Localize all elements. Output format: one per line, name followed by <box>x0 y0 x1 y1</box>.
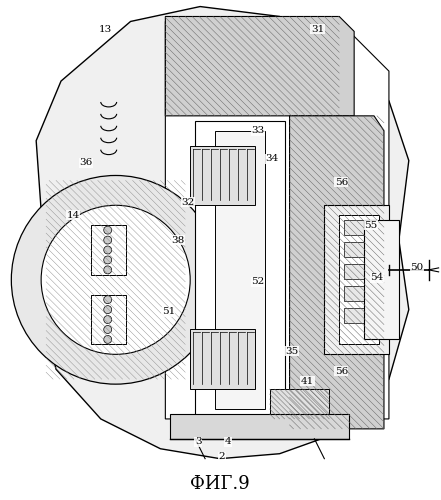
Bar <box>190 330 255 389</box>
Circle shape <box>41 206 190 354</box>
Circle shape <box>104 246 112 254</box>
Text: 56: 56 <box>335 178 348 187</box>
Polygon shape <box>165 16 354 116</box>
Bar <box>339 215 379 344</box>
Text: 38: 38 <box>172 236 185 244</box>
Text: 2: 2 <box>219 452 225 461</box>
Bar <box>344 286 374 300</box>
Text: 51: 51 <box>162 307 175 316</box>
Text: 13: 13 <box>99 25 112 34</box>
Text: 3: 3 <box>195 438 202 446</box>
Bar <box>91 225 126 275</box>
Text: 56: 56 <box>335 366 348 376</box>
Text: 41: 41 <box>301 376 314 386</box>
Bar <box>190 146 255 206</box>
Bar <box>344 220 374 235</box>
Circle shape <box>104 256 112 264</box>
Text: 36: 36 <box>79 158 93 167</box>
Text: 54: 54 <box>370 274 384 282</box>
Text: 14: 14 <box>66 210 79 220</box>
Bar <box>344 308 374 322</box>
Bar <box>344 264 374 279</box>
Circle shape <box>104 316 112 324</box>
Bar <box>91 294 126 344</box>
Circle shape <box>104 236 112 244</box>
Circle shape <box>104 266 112 274</box>
Text: 50: 50 <box>410 264 423 272</box>
Circle shape <box>11 176 220 384</box>
Text: 33: 33 <box>251 126 265 136</box>
Circle shape <box>104 326 112 334</box>
Text: 31: 31 <box>311 25 324 34</box>
Polygon shape <box>290 116 384 429</box>
Bar <box>270 389 329 419</box>
Text: 55: 55 <box>364 220 377 230</box>
Text: 34: 34 <box>265 154 278 163</box>
Polygon shape <box>165 22 389 419</box>
Text: 32: 32 <box>182 198 195 207</box>
Bar <box>364 220 399 340</box>
Bar <box>324 206 389 354</box>
Bar <box>195 121 284 419</box>
Text: 35: 35 <box>285 347 298 356</box>
Bar <box>344 242 374 257</box>
Text: 52: 52 <box>251 278 265 286</box>
Bar <box>170 414 349 439</box>
Polygon shape <box>36 6 409 458</box>
Text: 4: 4 <box>224 438 231 446</box>
Circle shape <box>104 306 112 314</box>
Circle shape <box>104 226 112 234</box>
Bar <box>215 131 265 409</box>
Circle shape <box>104 296 112 304</box>
Text: ФИГ.9: ФИГ.9 <box>190 474 250 492</box>
Circle shape <box>104 336 112 344</box>
